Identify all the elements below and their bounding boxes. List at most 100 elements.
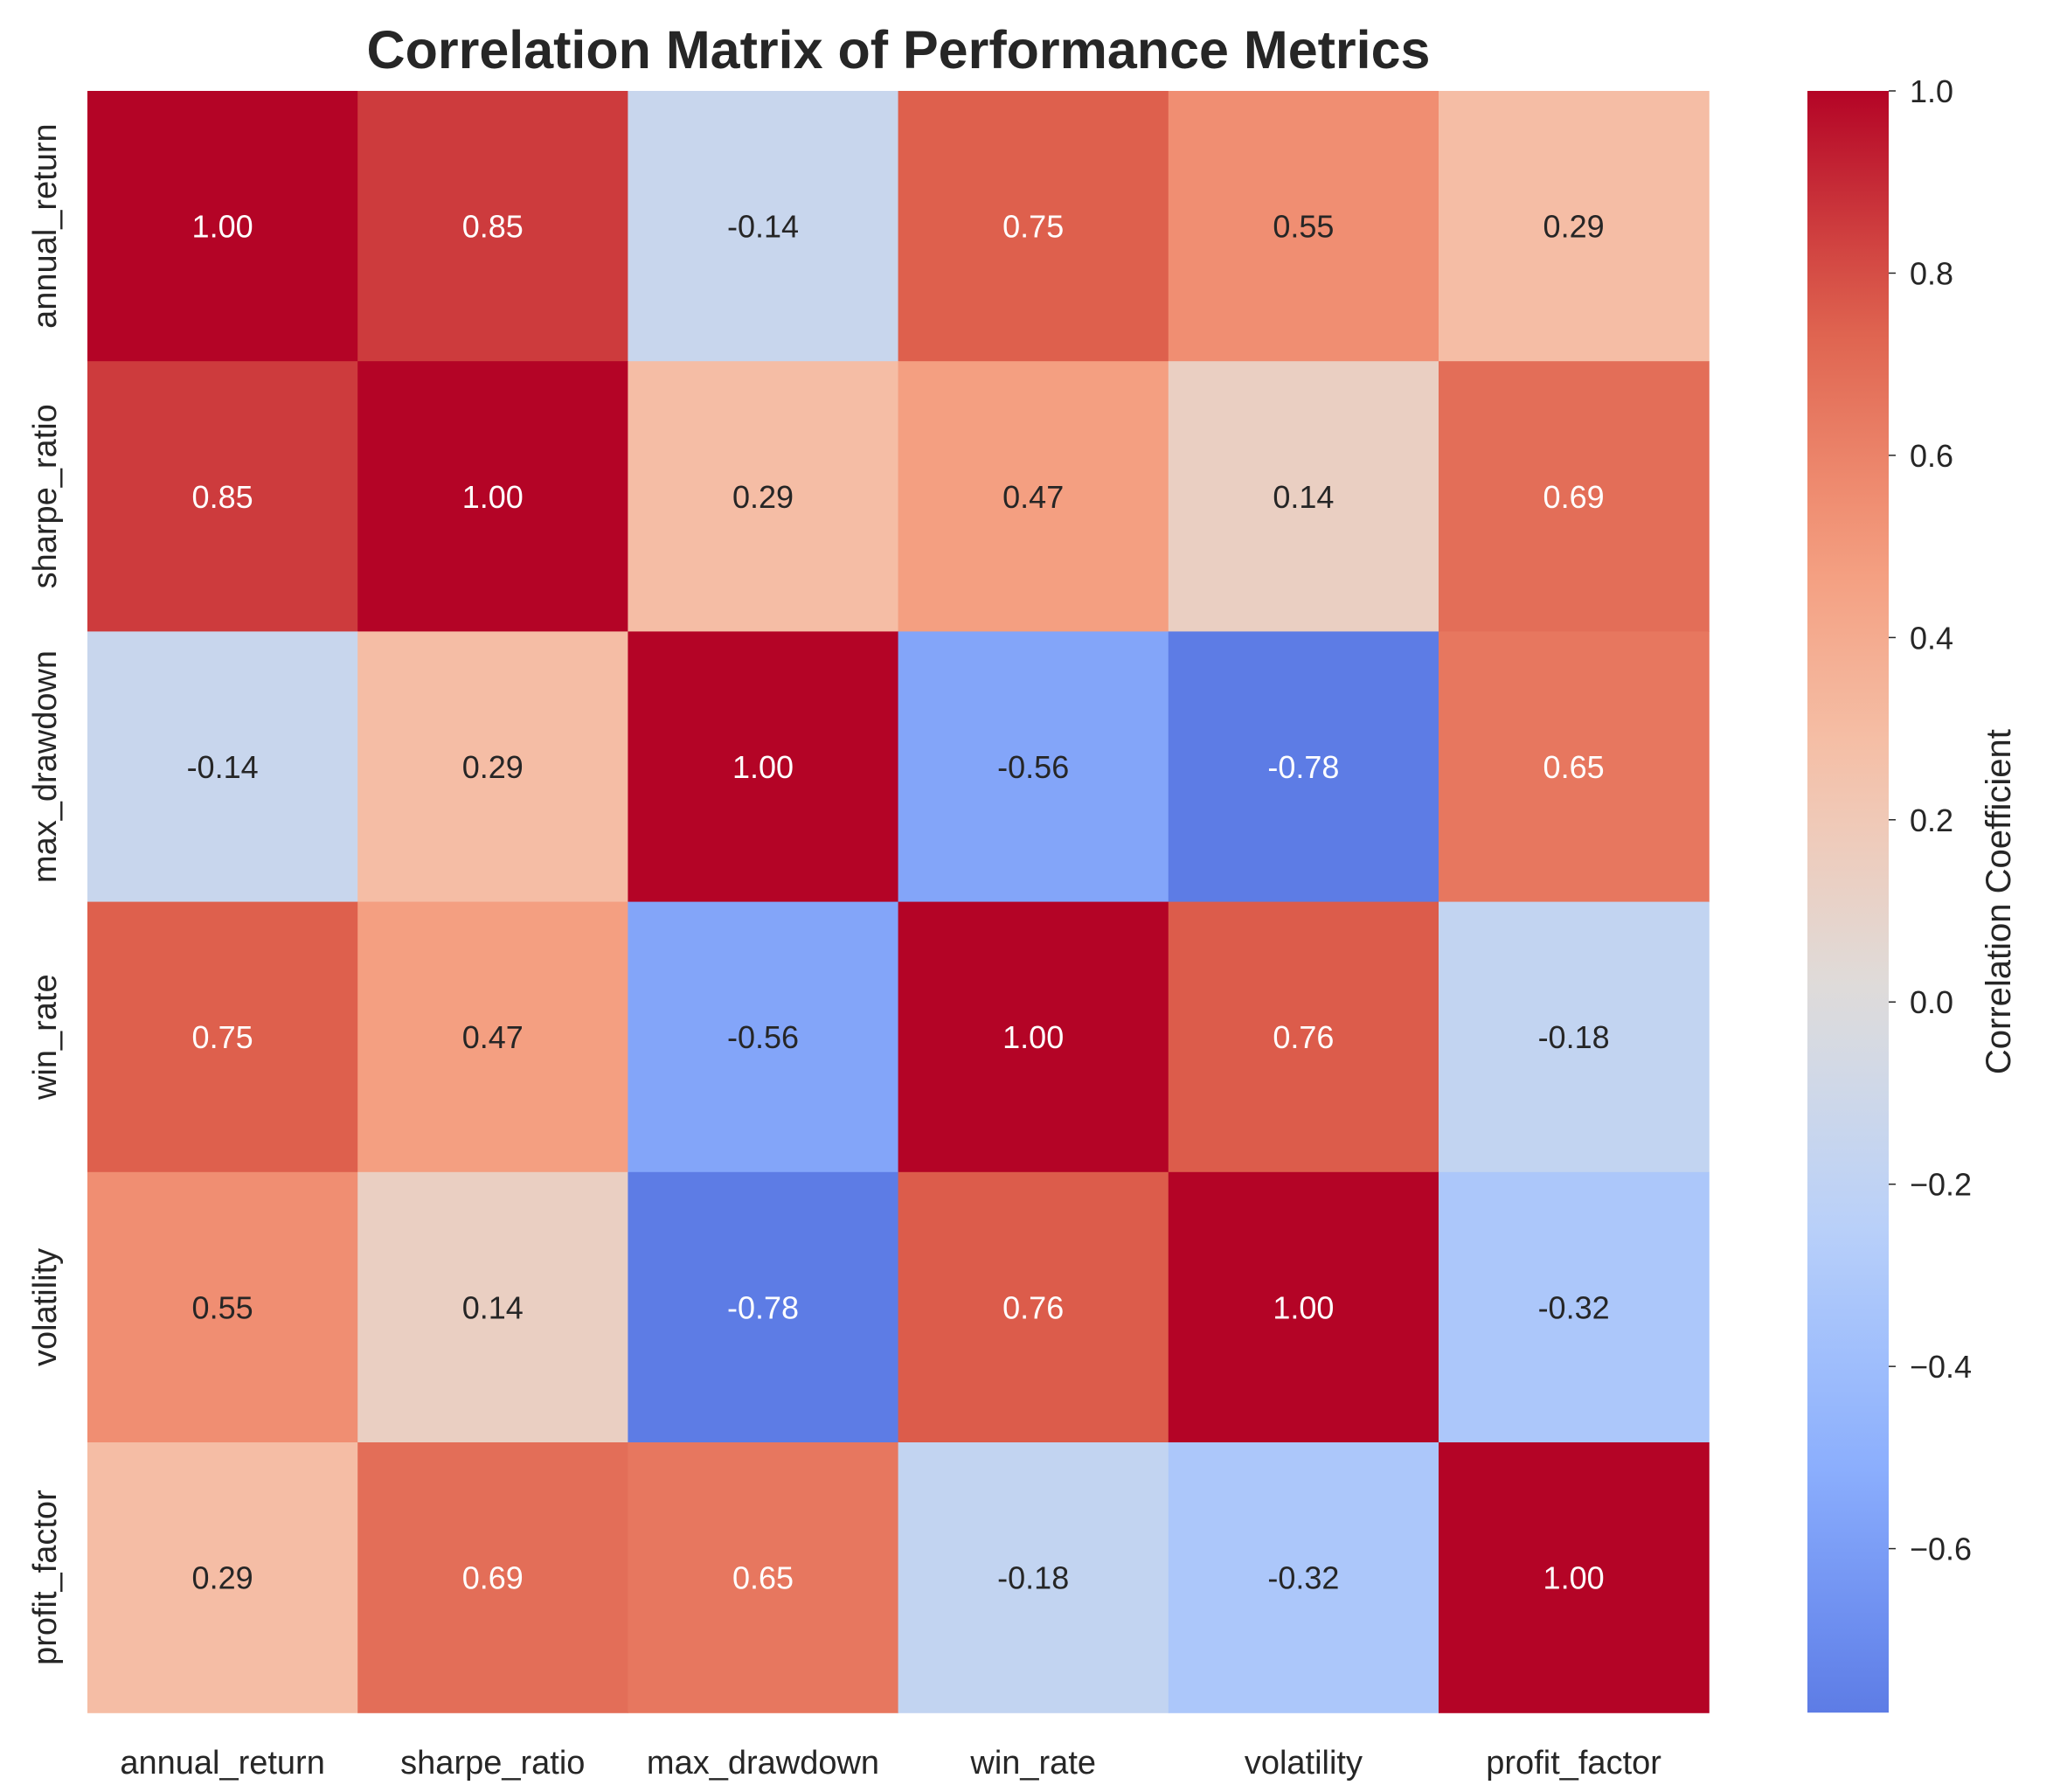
cell-annotation: 0.76 (1002, 1289, 1064, 1325)
cell-annotation: 0.14 (462, 1289, 524, 1325)
heatmap-cell (1439, 901, 1710, 1173)
heatmap-cell (1168, 91, 1439, 362)
cell-annotation: 0.85 (192, 479, 253, 515)
colorbar: 1.0 0.8 0.6 0.4 0.2 0.0 −0.2 −0.4 −0.6 Correlati… (1807, 73, 2018, 1713)
colorbar-tick-label: −0.6 (1910, 1532, 1972, 1567)
cell-annotation: -0.32 (1267, 1560, 1339, 1596)
heatmap-cell (898, 901, 1169, 1173)
cell-annotation: 1.00 (1543, 1560, 1605, 1596)
cell-annotation: 1.00 (732, 749, 794, 785)
colorbar-tick-label: 0.4 (1910, 620, 1953, 656)
cell-annotation: 0.76 (1273, 1019, 1334, 1055)
heatmap-cells (87, 91, 1710, 1713)
heatmap-cell (357, 631, 628, 903)
x-tick-label: profit_factor (1486, 1745, 1661, 1782)
x-tick-label: volatility (1245, 1745, 1363, 1782)
cell-annotation: -0.18 (1538, 1019, 1610, 1055)
heatmap-cell (1439, 631, 1710, 903)
heatmap-cell (87, 1171, 358, 1443)
cell-annotation: 1.00 (462, 479, 524, 515)
y-tick-labels: annual_return sharpe_ratio max_drawdownwin… (27, 123, 64, 1665)
heatmap-cell (628, 1171, 899, 1443)
cell-annotation: -0.78 (1267, 749, 1339, 785)
heatmap-cell (87, 631, 358, 903)
x-tick-label: max_drawdown (647, 1745, 879, 1782)
heatmap-cell (628, 631, 899, 903)
cell-annotation: 1.00 (1002, 1019, 1064, 1055)
cell-annotation: -0.78 (727, 1289, 799, 1325)
heatmap-cell (1439, 1171, 1710, 1443)
cell-annotation: 0.75 (192, 1019, 253, 1055)
cell-annotation: -0.32 (1538, 1289, 1610, 1325)
colorbar-tick-label: 0.8 (1910, 255, 1953, 291)
heatmap-cell (357, 361, 628, 632)
colorbar-label: Correlation Coefficient (1980, 729, 2018, 1074)
cell-annotation: 0.29 (192, 1560, 253, 1596)
heatmap-cell (1168, 631, 1439, 903)
colorbar-tick-label: 0.0 (1910, 984, 1953, 1020)
heatmap-cell (898, 631, 1169, 903)
y-tick-label: sharpe_ratio (27, 404, 64, 588)
cell-annotation: -0.14 (727, 209, 799, 245)
cell-annotation: 0.29 (732, 479, 794, 515)
heatmap-cell (898, 1442, 1169, 1713)
cell-annotation: 0.75 (1002, 209, 1064, 245)
colorbar-tick-label: 0.2 (1910, 802, 1953, 838)
heatmap-cell (898, 361, 1169, 632)
chart-title: Correlation Matrix of Performance Metric… (367, 20, 1431, 80)
heatmap-cell (1439, 361, 1710, 632)
colorbar-tick-label: 1.0 (1910, 73, 1953, 109)
cell-annotation: 0.85 (462, 209, 524, 245)
colorbar-gradient (1807, 91, 1889, 1713)
cell-annotation: 0.65 (1543, 749, 1605, 785)
heatmap-cell (628, 1442, 899, 1713)
heatmap-cell (357, 1442, 628, 1713)
x-tick-label: annual_return (120, 1745, 325, 1782)
heatmap-cell (1439, 91, 1710, 362)
y-tick-label: annual_return (27, 123, 64, 329)
cell-annotations: 1.00 0.85 -0.14 0.75 0.55 0.29 0.85 1.00 0.29 0.4… (187, 209, 1610, 1596)
y-tick-label: volatility (27, 1248, 64, 1366)
cell-annotation: 0.69 (1543, 479, 1605, 515)
heatmap-cell (357, 1171, 628, 1443)
heatmap-cell (1168, 1171, 1439, 1443)
heatmap-cell (357, 901, 628, 1173)
cell-annotation: 0.29 (1543, 209, 1605, 245)
heatmap-cell (87, 1442, 358, 1713)
cell-annotation: 0.47 (462, 1019, 524, 1055)
cell-annotation: 0.47 (1002, 479, 1064, 515)
heatmap-cell (628, 361, 899, 632)
heatmap-cell (628, 901, 899, 1173)
cell-annotation: -0.56 (727, 1019, 799, 1055)
cell-annotation: -0.56 (997, 749, 1069, 785)
cell-annotation: -0.14 (187, 749, 259, 785)
y-tick-label: profit_factor (27, 1490, 64, 1665)
heatmap-cell (357, 91, 628, 362)
cell-annotation: 1.00 (1273, 1289, 1334, 1325)
y-tick-label: win_rate (27, 974, 64, 1101)
cell-annotation: 0.55 (1273, 209, 1334, 245)
colorbar-tick-label: −0.4 (1910, 1349, 1972, 1385)
colorbar-tick-label: −0.2 (1910, 1167, 1972, 1203)
cell-annotation: -0.18 (997, 1560, 1069, 1596)
cell-annotation: 0.29 (462, 749, 524, 785)
heatmap-cell (87, 361, 358, 632)
cell-annotation: 0.55 (192, 1289, 253, 1325)
cell-annotation: 0.65 (732, 1560, 794, 1596)
colorbar-tick-label: 0.6 (1910, 438, 1953, 474)
x-tick-label: win_rate (969, 1745, 1096, 1782)
heatmap-cell (1168, 361, 1439, 632)
colorbar-ticks: 1.0 0.8 0.6 0.4 0.2 0.0 −0.2 −0.4 −0.6 (1889, 73, 1972, 1567)
heatmap-cell (87, 901, 358, 1173)
heatmap-cell (1168, 901, 1439, 1173)
x-tick-label: sharpe_ratio (400, 1745, 585, 1782)
heatmap-cell (628, 91, 899, 362)
x-tick-labels: annual_return sharpe_ratio max_drawdown win… (120, 1745, 1661, 1782)
cell-annotation: 0.69 (462, 1560, 524, 1596)
cell-annotation: 1.00 (192, 209, 253, 245)
y-tick-label: max_drawdown (27, 650, 64, 883)
heatmap-cell (87, 91, 358, 362)
heatmap-cell (898, 1171, 1169, 1443)
heatmap-cell (1168, 1442, 1439, 1713)
